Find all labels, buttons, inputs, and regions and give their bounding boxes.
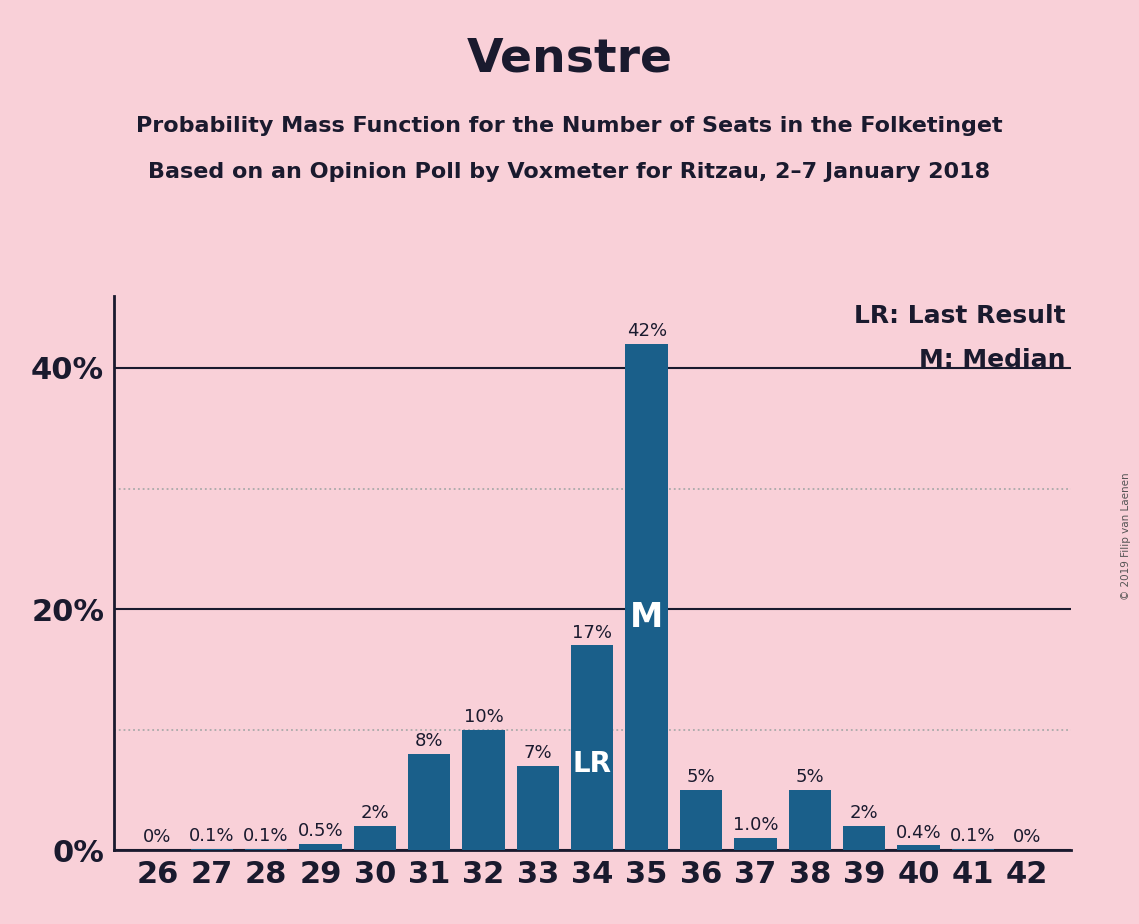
Bar	[898, 845, 940, 850]
Bar	[735, 838, 777, 850]
Bar	[462, 730, 505, 850]
Bar	[571, 645, 614, 850]
Text: 0.1%: 0.1%	[950, 827, 995, 845]
Text: 0.4%: 0.4%	[895, 823, 941, 842]
Text: 0.5%: 0.5%	[297, 822, 343, 841]
Text: LR: Last Result: LR: Last Result	[854, 304, 1066, 328]
Text: 17%: 17%	[572, 624, 613, 641]
Text: Venstre: Venstre	[467, 37, 672, 82]
Text: 10%: 10%	[464, 708, 503, 726]
Text: 42%: 42%	[626, 322, 666, 340]
Bar	[680, 790, 722, 850]
Text: 2%: 2%	[850, 805, 878, 822]
Bar	[843, 826, 885, 850]
Bar	[951, 849, 994, 850]
Bar	[245, 849, 287, 850]
Bar	[788, 790, 831, 850]
Bar	[625, 344, 667, 850]
Text: 0.1%: 0.1%	[189, 827, 235, 845]
Bar	[517, 766, 559, 850]
Text: M: M	[630, 601, 663, 634]
Text: 0.1%: 0.1%	[244, 827, 289, 845]
Text: 0%: 0%	[144, 829, 172, 846]
Text: 5%: 5%	[687, 768, 715, 786]
Bar	[353, 826, 396, 850]
Text: 8%: 8%	[415, 732, 443, 750]
Text: 1.0%: 1.0%	[732, 817, 778, 834]
Text: © 2019 Filip van Laenen: © 2019 Filip van Laenen	[1121, 472, 1131, 600]
Text: 0%: 0%	[1013, 829, 1041, 846]
Bar	[408, 754, 450, 850]
Text: 7%: 7%	[524, 744, 552, 762]
Bar	[190, 849, 233, 850]
Text: Probability Mass Function for the Number of Seats in the Folketinget: Probability Mass Function for the Number…	[137, 116, 1002, 136]
Bar	[300, 844, 342, 850]
Text: M: Median: M: Median	[919, 348, 1066, 372]
Text: 2%: 2%	[361, 805, 390, 822]
Text: Based on an Opinion Poll by Voxmeter for Ritzau, 2–7 January 2018: Based on an Opinion Poll by Voxmeter for…	[148, 162, 991, 182]
Text: LR: LR	[573, 750, 612, 778]
Text: 5%: 5%	[795, 768, 823, 786]
